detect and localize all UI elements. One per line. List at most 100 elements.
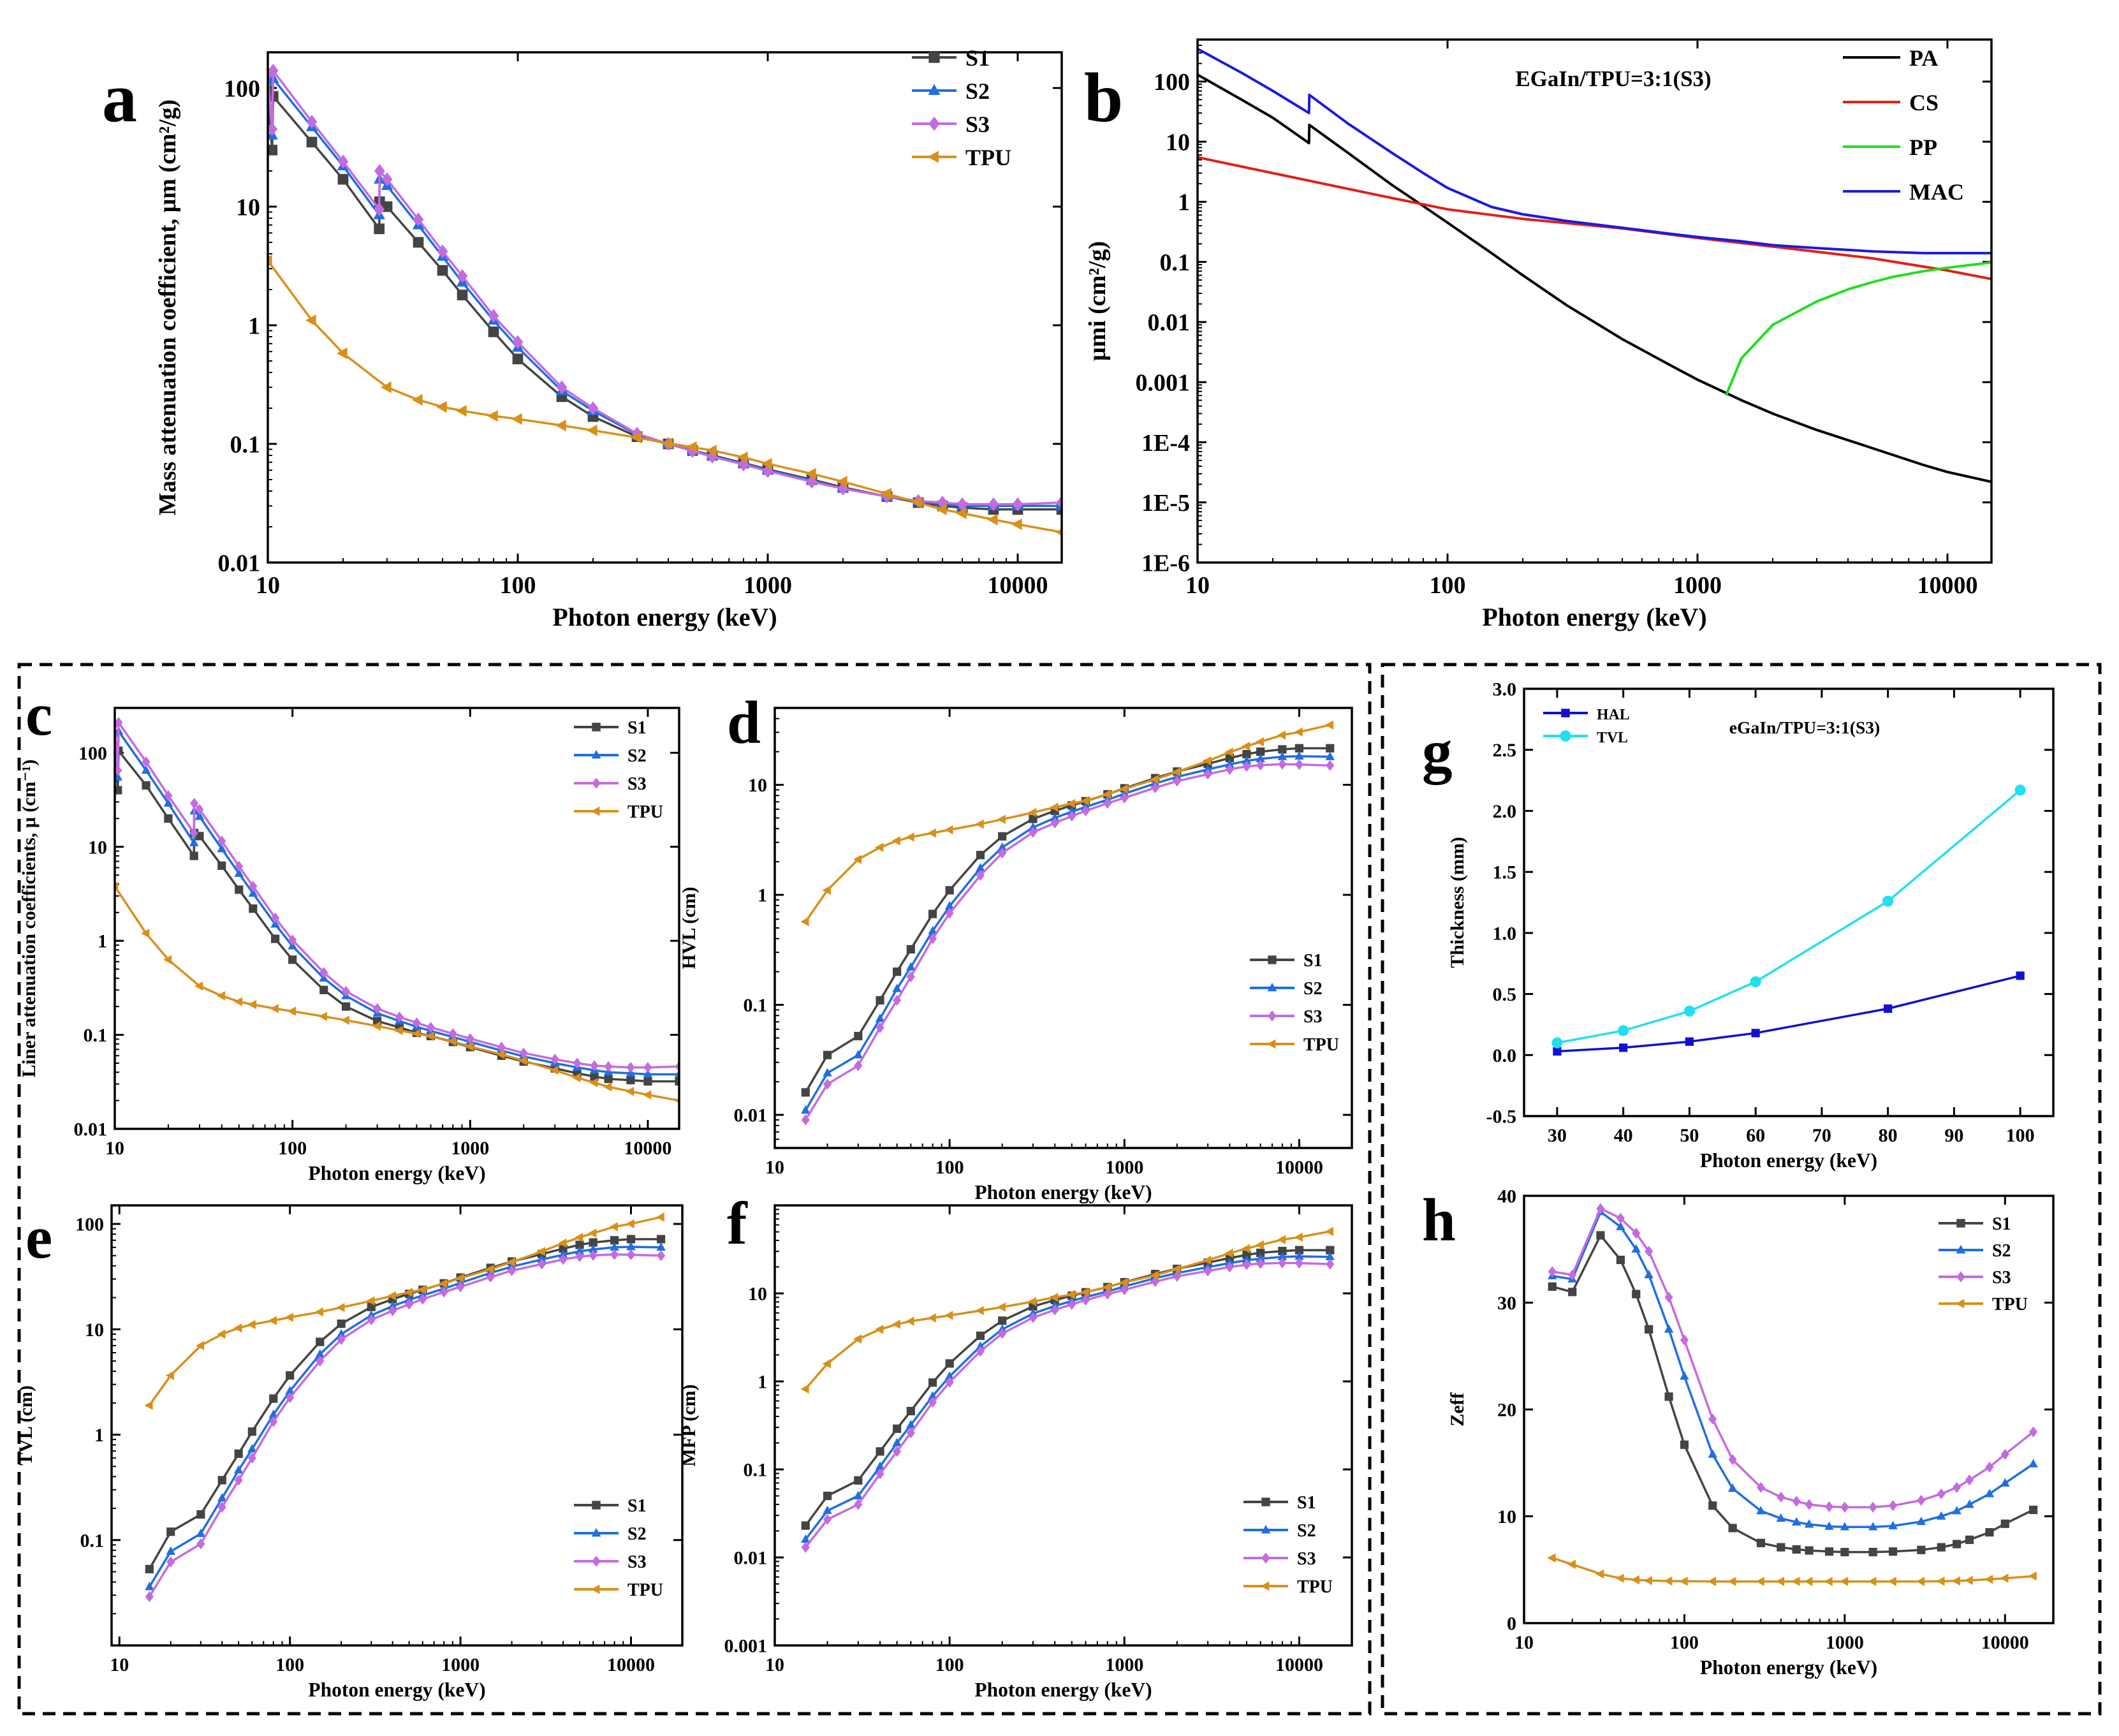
x-tick-label: 1000	[1105, 1157, 1143, 1178]
point-s2	[1664, 1324, 1674, 1333]
point-s2	[575, 1246, 585, 1255]
axes-frame-f	[774, 1204, 1353, 1647]
x-tick-label: 10	[110, 1654, 129, 1675]
point-tpu	[247, 1320, 256, 1330]
point-tpu	[686, 441, 697, 453]
point-s3	[115, 765, 122, 776]
legend-marker-s2	[1261, 1524, 1271, 1534]
point-s3	[556, 380, 568, 395]
point-tpu	[589, 1078, 598, 1087]
y-tick-label: 3.0	[1493, 679, 1517, 700]
legend-g: HAL TVL	[1543, 707, 1630, 746]
plot-area-c	[115, 717, 679, 1103]
point-s3	[268, 122, 278, 136]
point-s1	[217, 861, 226, 870]
legend-marker-s1	[592, 1501, 601, 1510]
x-axis-label-b: Photon energy (keV)	[1482, 603, 1706, 631]
point-s1	[142, 781, 150, 790]
legend-label-cs: CS	[1909, 90, 1939, 115]
point-s2	[1756, 1506, 1766, 1515]
point-s3	[437, 244, 448, 258]
point-s2	[1868, 1522, 1878, 1531]
point-s3	[1173, 1270, 1182, 1282]
point-tpu	[436, 401, 447, 413]
point-hal	[1751, 1029, 1760, 1038]
point-s3	[2000, 1448, 2009, 1460]
point-s3	[1840, 1501, 1849, 1513]
point-s2	[997, 842, 1007, 851]
point-s2	[388, 1301, 397, 1310]
y-tick-label: 30	[1497, 1293, 1516, 1314]
point-tpu	[1631, 1575, 1640, 1585]
legend-label-tpu: TPU	[627, 1580, 663, 1600]
point-tpu	[1824, 1577, 1833, 1586]
x-tick-label: 70	[1812, 1125, 1831, 1146]
point-s1	[1937, 1543, 1946, 1552]
point-s2	[906, 962, 916, 971]
plot-area-b	[1198, 47, 1991, 483]
point-tpu	[1791, 1577, 1800, 1586]
legend-label-s3: S3	[627, 1552, 647, 1572]
point-s1	[234, 1449, 243, 1458]
y-tick-label: 0.5	[1493, 984, 1517, 1005]
point-s3	[341, 985, 351, 997]
point-tpu	[935, 503, 947, 516]
y-tick-label: 2.5	[1493, 740, 1517, 761]
legend-label-s3: S3	[1303, 1007, 1323, 1027]
point-s1	[1278, 745, 1287, 754]
point-tpu	[305, 314, 316, 327]
x-axis-label-d: Photon energy (keV)	[974, 1181, 1152, 1203]
point-s2	[1050, 813, 1060, 821]
point-s1	[1645, 1325, 1653, 1334]
point-s1	[2028, 1505, 2038, 1515]
x-tick-label: 1000	[1105, 1654, 1143, 1675]
point-s1	[656, 1235, 666, 1244]
point-s3	[998, 847, 1007, 859]
point-s3	[823, 1078, 832, 1090]
point-tpu	[1171, 1264, 1181, 1274]
y-tick-label: 1E-5	[1141, 490, 1190, 517]
point-tpu	[822, 885, 831, 895]
point-s1	[1596, 1231, 1605, 1240]
point-s2	[1888, 1520, 1898, 1529]
legend-marker-s2	[591, 749, 601, 759]
point-tpu	[485, 1264, 494, 1274]
y-tick-label: 0.1	[744, 1460, 768, 1481]
point-s3	[337, 1334, 346, 1345]
ticks-f: 10 100 1000 10000 0.001 0.01 0.1 1 10	[724, 1205, 1352, 1675]
point-tpu	[455, 404, 467, 417]
point-tpu	[496, 1049, 505, 1059]
legend-marker-tpu	[1955, 1298, 1965, 1309]
point-s2	[674, 1069, 679, 1078]
point-tpu	[287, 1006, 296, 1016]
point-s2	[1727, 1483, 1738, 1492]
point-s2	[823, 1068, 832, 1077]
x-tick-label: 1000	[744, 572, 792, 599]
y-tick-label: 0.01	[734, 1548, 768, 1569]
point-s2	[189, 837, 199, 846]
point-tpu	[404, 1288, 413, 1297]
point-tpu	[1080, 1287, 1089, 1297]
legend-marker-s3	[1956, 1271, 1965, 1283]
y-tick-label: 40	[1497, 1186, 1516, 1207]
x-tick-label: 1000	[451, 1138, 489, 1159]
point-tpu	[944, 1311, 953, 1320]
point-tpu	[800, 1384, 809, 1394]
point-s2	[823, 1505, 832, 1514]
point-s1	[286, 1371, 295, 1380]
legend-marker-tpu	[590, 1584, 600, 1594]
point-tpu	[268, 1316, 277, 1325]
point-tpu	[411, 1029, 420, 1038]
x-tick-label: 100	[275, 1654, 304, 1675]
plot-area-e	[144, 1212, 666, 1603]
point-s2	[2000, 1478, 2010, 1487]
point-s2	[1256, 754, 1265, 763]
point-s2	[558, 1249, 568, 1258]
point-s1	[1792, 1545, 1801, 1554]
point-s3	[234, 1475, 243, 1486]
point-s2	[1644, 1270, 1653, 1279]
x-tick-label: 10000	[987, 572, 1048, 599]
point-tvl	[1882, 895, 1894, 907]
point-tpu	[875, 1325, 884, 1334]
point-tpu	[1727, 1577, 1736, 1586]
